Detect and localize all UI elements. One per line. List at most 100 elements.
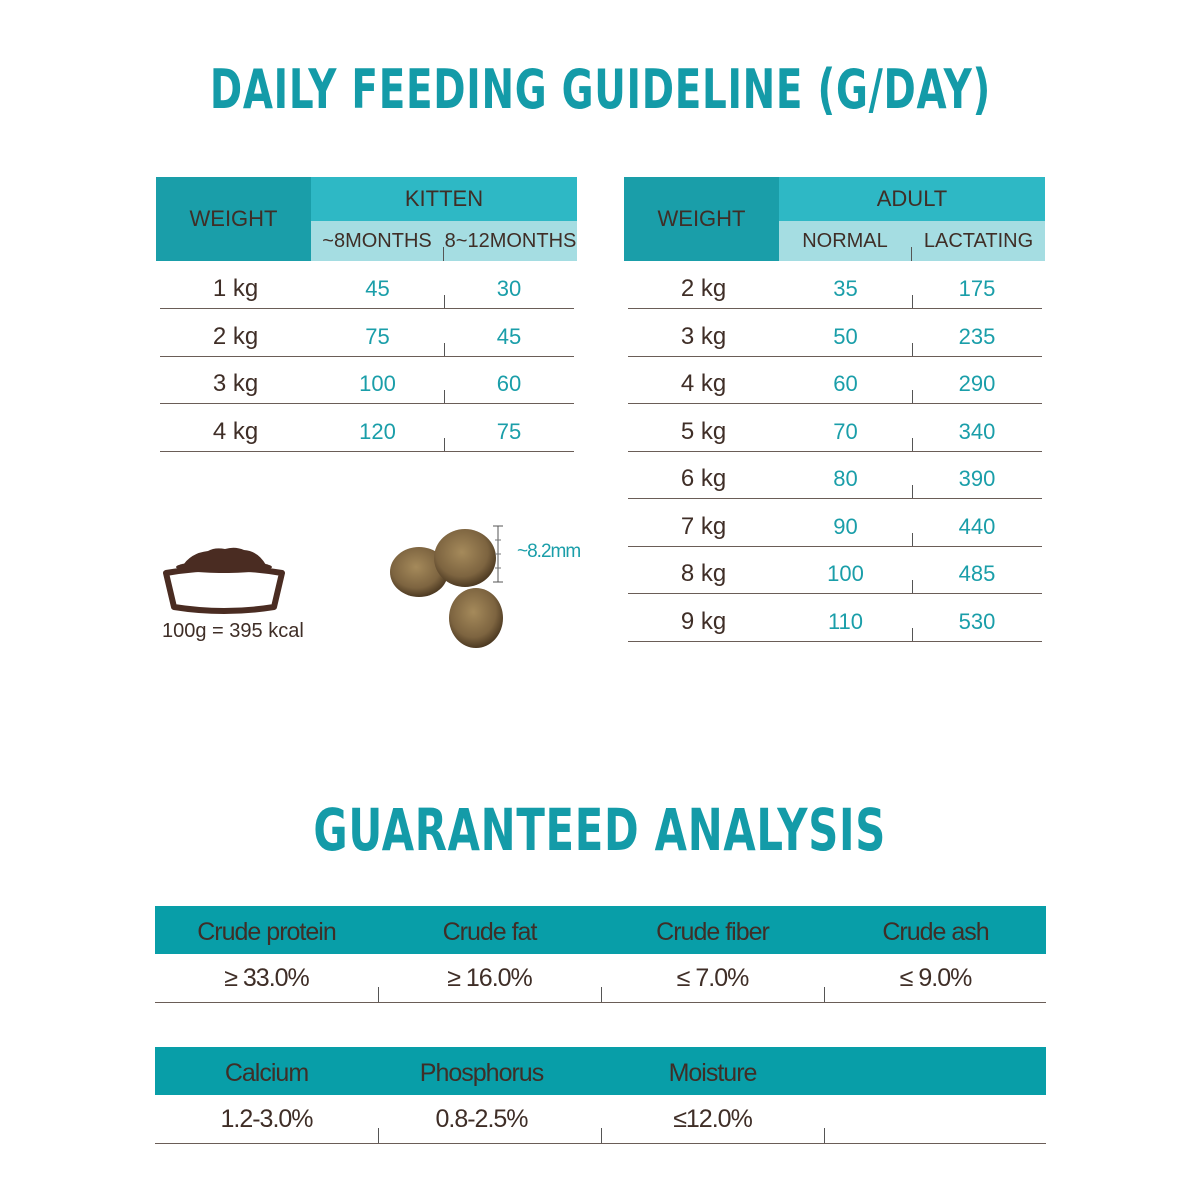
column-divider bbox=[824, 987, 825, 1002]
guaranteed-analysis-title: GUARANTEED ANALYSIS bbox=[313, 796, 887, 864]
column-divider bbox=[912, 437, 913, 451]
kitten-sub-header-2: 8~12MONTHS bbox=[444, 230, 577, 252]
table-row: 7 kg 90 440 bbox=[628, 499, 1042, 547]
amount-cell: 60 bbox=[496, 371, 522, 396]
analysis-header: Moisture bbox=[668, 1059, 758, 1087]
table-row: 3 kg 100 60 bbox=[160, 356, 574, 404]
column-divider bbox=[444, 295, 445, 308]
analysis-header: Crude fiber bbox=[656, 918, 770, 946]
weight-cell: 7 kg bbox=[680, 512, 727, 540]
amount-cell: 235 bbox=[958, 323, 996, 349]
analysis-header: Crude ash bbox=[882, 918, 989, 946]
column-divider bbox=[601, 987, 602, 1002]
amount-cell: 45 bbox=[496, 323, 522, 349]
weight-cell: 1 kg bbox=[212, 275, 259, 302]
amount-cell: 75 bbox=[365, 323, 390, 349]
analysis-header bbox=[824, 1047, 1047, 1095]
amount-cell: 485 bbox=[958, 561, 996, 586]
analysis-value: 1.2-3.0% bbox=[220, 1105, 313, 1133]
column-divider bbox=[912, 390, 913, 403]
weight-cell: 4 kg bbox=[680, 370, 727, 397]
table-row: 5 kg 70 340 bbox=[628, 404, 1042, 452]
amount-cell: 110 bbox=[827, 608, 864, 634]
weight-cell: 3 kg bbox=[212, 370, 259, 397]
amount-cell: 80 bbox=[833, 466, 858, 491]
column-divider bbox=[824, 1128, 825, 1143]
table-row: 2 kg 35 175 bbox=[628, 261, 1042, 309]
analysis-header: Crude protein bbox=[197, 918, 336, 946]
weight-cell: 6 kg bbox=[680, 465, 727, 492]
amount-cell: 390 bbox=[958, 466, 996, 491]
column-divider bbox=[912, 485, 913, 498]
analysis-value: ≤ 7.0% bbox=[676, 964, 750, 992]
amount-cell: 60 bbox=[833, 371, 858, 396]
amount-cell: 175 bbox=[958, 276, 996, 301]
amount-cell: 50 bbox=[833, 323, 858, 349]
amount-cell: 90 bbox=[833, 513, 858, 539]
column-divider bbox=[601, 1128, 602, 1143]
table-row: 1 kg 45 30 bbox=[160, 261, 574, 309]
column-divider bbox=[912, 627, 913, 641]
amount-cell: 120 bbox=[359, 418, 396, 444]
analysis-value: ≤12.0% bbox=[673, 1105, 753, 1133]
column-divider bbox=[912, 580, 913, 593]
amount-cell: 290 bbox=[958, 371, 996, 396]
amount-cell: 45 bbox=[365, 276, 390, 301]
analysis-header-row-2: Calcium Phosphorus Moisture bbox=[155, 1047, 1046, 1095]
analysis-value: ≥ 16.0% bbox=[447, 964, 533, 992]
column-divider bbox=[912, 532, 913, 546]
amount-cell: 440 bbox=[958, 513, 996, 539]
column-divider bbox=[912, 295, 913, 308]
weight-cell: 3 kg bbox=[680, 322, 727, 350]
kibble-image bbox=[390, 525, 503, 648]
adult-sub-header-1: NORMAL bbox=[802, 230, 888, 252]
amount-cell: 100 bbox=[827, 561, 864, 586]
amount-cell: 35 bbox=[833, 276, 858, 301]
analysis-value bbox=[824, 1095, 1047, 1143]
table-row: 6 kg 80 390 bbox=[628, 451, 1042, 499]
amount-cell: 70 bbox=[833, 418, 858, 444]
kitten-sub-header-1: ~8MONTHS bbox=[322, 230, 432, 252]
analysis-value-row-1: ≥ 33.0% ≥ 16.0% ≤ 7.0% ≤ 9.0% bbox=[155, 954, 1046, 1003]
adult-weight-header: WEIGHT bbox=[624, 177, 779, 261]
kitten-weight-header: WEIGHT bbox=[156, 177, 311, 261]
header-divider bbox=[911, 247, 912, 261]
amount-cell: 30 bbox=[496, 276, 522, 301]
table-row: 3 kg 50 235 bbox=[628, 309, 1042, 357]
weight-cell: 5 kg bbox=[680, 417, 727, 445]
analysis-header: Phosphorus bbox=[419, 1059, 544, 1087]
column-divider bbox=[912, 342, 913, 356]
table-row: 4 kg 60 290 bbox=[628, 356, 1042, 404]
feeding-guideline-title: DAILY FEEDING GUIDELINE (G/DAY) bbox=[209, 58, 991, 121]
weight-cell: 9 kg bbox=[680, 607, 727, 635]
adult-group-header: ADULT bbox=[779, 177, 1045, 221]
kitten-table: WEIGHT KITTEN ~8MONTHS 8~12MONTHS 1 kg 45… bbox=[156, 177, 577, 457]
analysis-value-row-2: 1.2-3.0% 0.8-2.5% ≤12.0% bbox=[155, 1095, 1046, 1144]
column-divider bbox=[444, 390, 445, 403]
weight-cell: 2 kg bbox=[212, 322, 259, 350]
table-row: 2 kg 75 45 bbox=[160, 309, 574, 357]
adult-table: WEIGHT ADULT NORMAL LACTATING 2 kg 35 175 3… bbox=[624, 177, 1045, 647]
food-bowl-icon bbox=[163, 547, 285, 614]
kitten-sub-headers: ~8MONTHS 8~12MONTHS bbox=[311, 221, 577, 261]
weight-cell: 8 kg bbox=[680, 560, 727, 587]
table-row: 9 kg 110 530 bbox=[628, 594, 1042, 642]
column-divider bbox=[378, 1128, 379, 1143]
analysis-value: ≤ 9.0% bbox=[899, 964, 973, 992]
amount-cell: 530 bbox=[958, 608, 996, 634]
weight-cell: 4 kg bbox=[212, 417, 259, 445]
analysis-value: 0.8-2.5% bbox=[435, 1105, 528, 1133]
analysis-header: Crude fat bbox=[442, 918, 538, 946]
weight-cell: 2 kg bbox=[680, 275, 727, 302]
calorie-info: 100g = 395 kcal bbox=[162, 620, 304, 642]
adult-sub-headers: NORMAL LACTATING bbox=[779, 221, 1045, 261]
column-divider bbox=[378, 987, 379, 1002]
column-divider bbox=[444, 437, 445, 451]
column-divider bbox=[444, 342, 445, 356]
analysis-header: Calcium bbox=[224, 1059, 309, 1087]
amount-cell: 340 bbox=[958, 418, 996, 444]
kitten-group-header: KITTEN bbox=[311, 177, 577, 221]
header-divider bbox=[443, 247, 444, 261]
kibble-size-label: ~8.2mm bbox=[517, 541, 581, 562]
amount-cell: 100 bbox=[359, 371, 396, 396]
